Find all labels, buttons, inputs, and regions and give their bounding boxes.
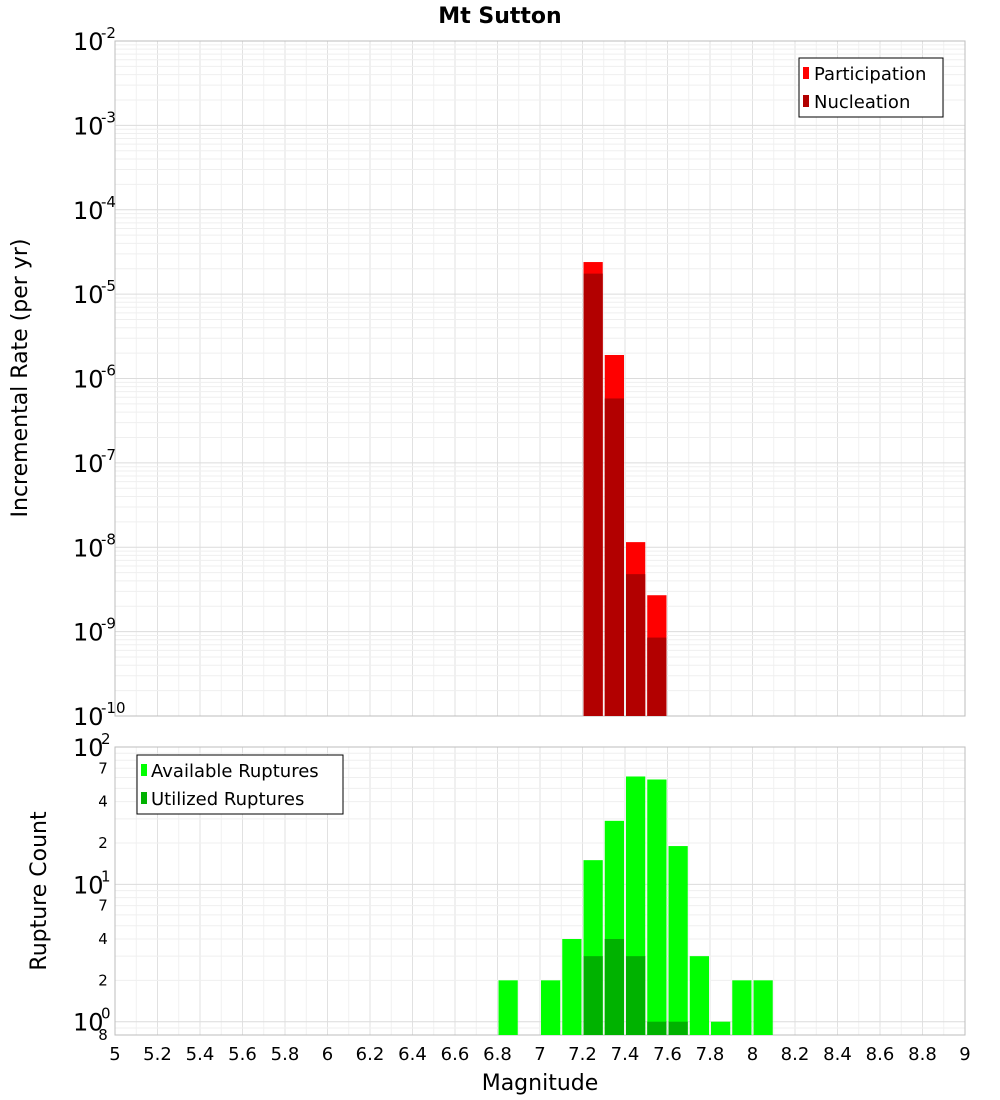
y-minor-tick-label: 2 — [98, 971, 108, 989]
legend-label-nucleation: Nucleation — [814, 92, 910, 113]
x-tick-label: 5.2 — [143, 1044, 172, 1065]
x-tick-label: 7.4 — [611, 1044, 640, 1065]
y-tick-exponent: 0 — [101, 1005, 111, 1023]
top-grid — [114, 40, 966, 717]
top-legend: Participation Nucleation — [798, 57, 944, 118]
bar-nucleation — [626, 574, 646, 716]
bar-available-ruptures — [541, 980, 561, 1035]
y-tick-label: 10 — [73, 871, 104, 899]
y-tick-exponent: -3 — [101, 108, 116, 126]
x-tick-label: 6.2 — [356, 1044, 385, 1065]
bar-available-ruptures — [753, 980, 773, 1035]
legend-label-available-ruptures: Available Ruptures — [151, 761, 319, 782]
bar-available-ruptures — [562, 939, 582, 1035]
top-y-axis-label: Incremental Rate (per yr) — [8, 239, 33, 518]
y-tick-label: 10 — [73, 734, 104, 762]
x-tick-label: 8 — [747, 1044, 758, 1065]
x-tick-label: 5.4 — [186, 1044, 215, 1065]
y-minor-tick-label: 4 — [98, 793, 108, 811]
chart-title: Mt Sutton — [438, 4, 561, 29]
x-tick-label: 7.6 — [653, 1044, 682, 1065]
bottom-y-axis-label: Rupture Count — [27, 811, 52, 971]
x-tick-label: 9 — [959, 1044, 970, 1065]
y-tick-exponent: -5 — [101, 277, 116, 295]
x-ticks: 5 5.2 5.4 5.6 5.8 6 6.2 6.4 6.6 6.8 7 7.2 7.4 7.6 7.8 8… — [109, 1044, 970, 1065]
y-minor-tick-label: 7 — [98, 897, 108, 915]
y-tick-exponent: -7 — [101, 446, 116, 464]
y-tick-exponent: 1 — [101, 867, 111, 885]
legend-swatch-utilized-ruptures — [141, 792, 147, 804]
x-tick-label: 8.4 — [823, 1044, 852, 1065]
bar-nucleation — [583, 273, 603, 716]
x-tick-label: 7.8 — [696, 1044, 725, 1065]
x-tick-label: 6.6 — [441, 1044, 470, 1065]
y-minor-tick-label: 7 — [98, 759, 108, 777]
y-tick-label: 10 — [73, 619, 104, 647]
bar-nucleation — [604, 398, 624, 716]
bar-available-ruptures — [711, 1021, 731, 1035]
bar-available-ruptures — [668, 846, 688, 1035]
bar-utilized-ruptures — [647, 1021, 667, 1035]
x-tick-label: 6.4 — [398, 1044, 427, 1065]
x-tick-label: 8.2 — [781, 1044, 810, 1065]
y-tick-exponent: -2 — [101, 24, 116, 42]
y-tick-label: 10 — [73, 112, 104, 140]
bar-utilized-ruptures — [604, 939, 624, 1035]
y-tick-label: 10 — [73, 28, 104, 56]
x-tick-label: 6.8 — [483, 1044, 512, 1065]
bar-utilized-ruptures — [626, 956, 646, 1035]
y-tick-label: 10 — [73, 281, 104, 309]
y-tick-exponent: 2 — [101, 730, 111, 748]
y-tick-exponent: -8 — [101, 530, 116, 548]
legend-swatch-nucleation — [803, 95, 809, 107]
legend-swatch-available-ruptures — [141, 764, 147, 776]
bar-available-ruptures — [689, 956, 709, 1035]
x-axis-label: Magnitude — [482, 1071, 599, 1096]
y-tick-label: 10 — [73, 1009, 104, 1037]
x-tick-label: 5.8 — [271, 1044, 300, 1065]
x-tick-label: 8.6 — [866, 1044, 895, 1065]
y-tick-exponent: -10 — [101, 699, 126, 717]
bar-utilized-ruptures — [668, 1021, 688, 1035]
x-tick-label: 6 — [322, 1044, 333, 1065]
legend-label-utilized-ruptures: Utilized Ruptures — [151, 789, 304, 810]
bar-available-ruptures — [498, 980, 518, 1035]
x-tick-label: 7.2 — [568, 1044, 597, 1065]
bottom-plot-frame — [114, 746, 966, 1036]
x-tick-label: 5.6 — [228, 1044, 257, 1065]
bar-utilized-ruptures — [583, 956, 603, 1035]
y-minor-tick-label: 4 — [98, 930, 108, 948]
bottom-legend-box — [136, 754, 344, 815]
bottom-bars — [498, 776, 773, 1035]
y-minor-tick-label: 2 — [98, 834, 108, 852]
y-tick-exponent: -6 — [101, 362, 116, 380]
y-tick-label: 10 — [73, 366, 104, 394]
y-tick-exponent: -9 — [101, 615, 116, 633]
y-tick-label: 10 — [73, 197, 104, 225]
x-tick-label: 5 — [109, 1044, 120, 1065]
bar-nucleation — [647, 637, 667, 716]
legend-swatch-participation — [803, 67, 809, 79]
legend-label-participation: Participation — [814, 64, 926, 85]
y-tick-label: 10 — [73, 703, 104, 731]
y-tick-label: 10 — [73, 450, 104, 478]
bar-available-ruptures — [647, 779, 667, 1035]
bottom-legend: Available Ruptures Utilized Ruptures — [136, 754, 344, 815]
y-tick-exponent: -4 — [101, 193, 116, 211]
y-tick-label: 10 — [73, 534, 104, 562]
top-legend-box — [798, 57, 944, 118]
top-plot-frame — [114, 40, 966, 717]
x-tick-label: 8.8 — [908, 1044, 937, 1065]
bar-available-ruptures — [732, 980, 752, 1035]
y-minor-tick-label: 8 — [98, 1026, 108, 1044]
x-tick-label: 7 — [534, 1044, 545, 1065]
top-bars — [583, 262, 667, 716]
